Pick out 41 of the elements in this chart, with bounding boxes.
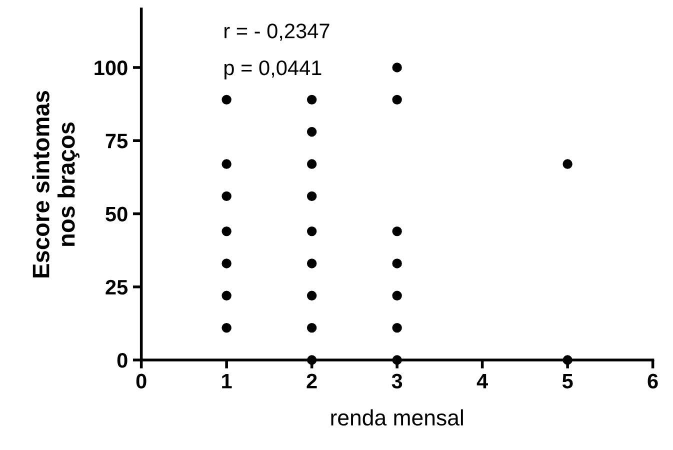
point [306, 191, 317, 202]
point [306, 355, 317, 365]
point [306, 159, 317, 169]
y-tick-label: 25 [106, 280, 128, 295]
point [222, 290, 232, 301]
x-tick-label: 1 [222, 374, 232, 388]
y-tick-label: 0 [117, 353, 128, 368]
y-tick-label: 100 [94, 60, 128, 76]
x-tick-label: 0 [136, 374, 146, 388]
x-axis-title: renda mensal [331, 409, 463, 426]
point [392, 258, 402, 268]
point [562, 355, 572, 365]
y-tick-label: 50 [106, 206, 128, 222]
point [392, 226, 402, 236]
x-tick-label: 2 [306, 374, 317, 388]
y-axis-title: Escore sintomas nos braços [32, 90, 80, 278]
point [562, 159, 572, 169]
point [222, 226, 232, 236]
point [392, 322, 402, 333]
point [392, 355, 402, 365]
point [222, 159, 232, 169]
point [306, 322, 317, 333]
x-tick-label: 6 [648, 374, 658, 388]
point [306, 126, 317, 137]
point [222, 191, 232, 202]
annotation: r = - 0,2347 [224, 24, 330, 41]
point [306, 290, 317, 301]
y-tick-label: 75 [106, 134, 128, 148]
point [392, 94, 402, 105]
x-tick-label: 3 [392, 374, 402, 389]
point [392, 62, 402, 72]
point [222, 258, 232, 268]
point [306, 94, 317, 105]
annotation: p = 0,0441 [224, 60, 322, 80]
point [222, 94, 232, 105]
point [306, 258, 317, 268]
x-tick-label: 5 [562, 374, 573, 388]
x-tick-label: 4 [476, 374, 488, 388]
point [392, 290, 402, 301]
point [222, 322, 232, 333]
point [306, 226, 317, 236]
